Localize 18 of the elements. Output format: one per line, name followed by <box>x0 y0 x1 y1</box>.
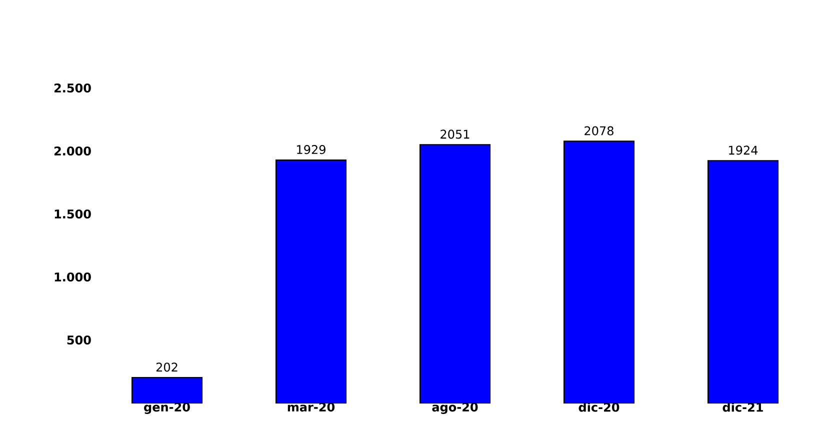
y-tick-label: 500 <box>67 335 91 345</box>
data-label: 1929 <box>297 145 326 154</box>
y-tick-label: 1.000 <box>54 272 91 282</box>
y-tick-label: 2.000 <box>54 146 91 156</box>
x-tick-label: ago-20 <box>432 402 478 414</box>
y-tick-label: 2.500 <box>54 83 91 93</box>
x-tick-label: mar-20 <box>288 402 335 412</box>
data-label: 2051 <box>440 130 470 139</box>
bar <box>420 144 490 404</box>
x-tick-label: gen-20 <box>144 402 190 414</box>
y-tick-label: 1.500 <box>54 209 91 219</box>
bar <box>132 377 203 404</box>
bar <box>276 159 347 404</box>
bar <box>707 160 778 404</box>
data-label: 1924 <box>729 146 758 155</box>
data-label: 202 <box>156 362 178 372</box>
data-label: 2078 <box>584 126 614 136</box>
bar <box>563 140 634 404</box>
